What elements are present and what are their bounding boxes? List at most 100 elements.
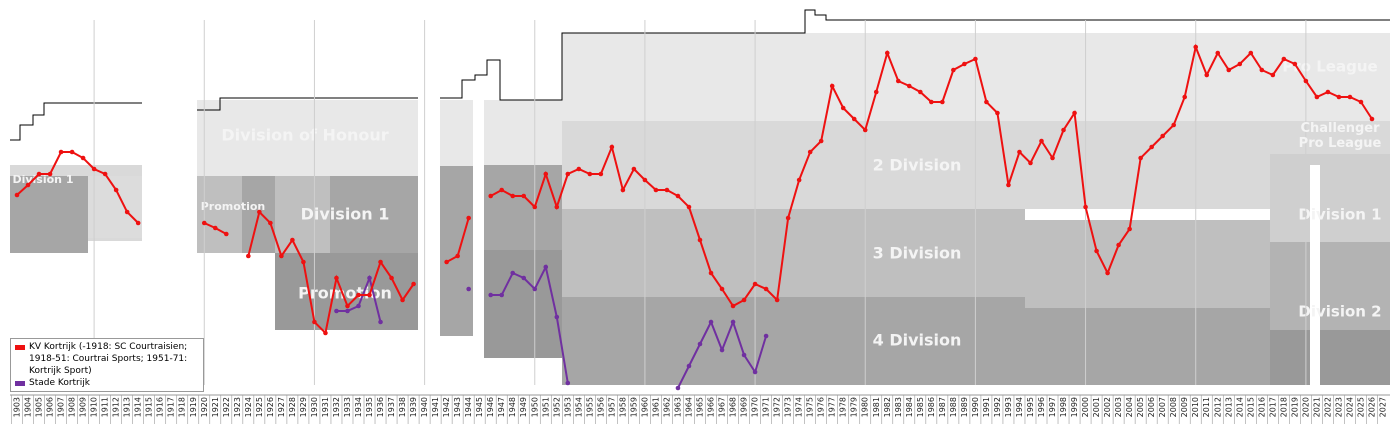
data-point [785,215,791,221]
x-tick-label: 2007 [1158,397,1167,417]
x-tick-label: 2018 [1279,397,1288,417]
division-label: Division 1 [1298,206,1381,224]
data-point [444,259,449,265]
data-point [367,275,372,281]
x-tick-label: 1910 [90,397,99,417]
data-point [697,341,703,347]
x-tick-label: 1921 [211,397,220,417]
x-tick-label: 2005 [1136,397,1145,417]
data-point [1182,94,1188,100]
data-point [642,177,648,183]
data-point [675,385,681,391]
data-point [334,308,339,314]
x-tick-label: 1925 [255,397,264,417]
x-tick-label: 1975 [806,397,815,417]
x-tick-label: 1964 [684,397,693,417]
data-point [521,193,527,199]
series-line [247,210,415,336]
x-tick-label: 2019 [1290,397,1299,417]
data-point [631,166,637,172]
data-point [796,177,802,183]
data-point [356,292,361,298]
data-point [1204,72,1210,78]
x-tick-label: 1924 [244,397,253,417]
x-tick-label: 2020 [1301,397,1310,417]
x-tick-label: 1994 [1015,397,1024,417]
x-tick-label: 2008 [1169,397,1178,417]
data-point [345,308,350,314]
data-point [565,380,571,386]
data-point [543,171,549,177]
data-point [862,127,868,133]
x-tick-label: 1991 [982,397,991,417]
data-point [378,319,383,325]
data-point [1028,160,1033,166]
x-tick-label: 1940 [420,397,429,417]
data-point [719,286,725,292]
x-tick-label: 2023 [1334,397,1343,417]
data-point [763,286,769,292]
data-point [312,319,317,325]
data-point [1259,67,1265,73]
data-point [763,333,769,339]
x-tick-label: 1989 [960,397,969,417]
x-tick-label: 1993 [1004,397,1013,417]
x-tick-label: 1954 [574,397,583,417]
data-point [1358,99,1364,105]
data-point [1347,94,1353,100]
x-tick-label: 1911 [101,397,110,417]
data-point [653,187,659,193]
data-point [124,209,130,215]
x-tick-label: 1929 [299,397,308,417]
x-tick-label: 1980 [861,397,870,417]
division-label: Promotion [201,200,265,213]
x-tick-label: 1953 [563,397,572,417]
data-point [1017,149,1022,155]
data-point [697,237,703,243]
x-tick-label: 1920 [200,397,209,417]
x-tick-label: 1904 [24,397,33,417]
x-tick-label: 1959 [629,397,638,417]
x-tick-label: 1936 [376,397,385,417]
data-point [499,187,505,193]
data-point [708,319,714,325]
x-tick-label: 1935 [365,397,374,417]
x-tick-label: 1946 [486,397,495,417]
x-tick-label: 1944 [464,397,473,417]
x-tick-label: 1932 [332,397,341,417]
data-point [47,171,53,177]
data-point [1149,144,1154,150]
data-point [884,50,890,56]
x-tick-label: 1974 [795,397,804,417]
data-point [1072,110,1077,116]
data-point [510,193,516,199]
data-point [774,297,780,303]
x-tick-label: 1908 [68,397,77,417]
data-point [1215,50,1221,56]
data-point [1336,94,1342,100]
x-tick-label: 1983 [894,397,903,417]
data-point [466,286,471,292]
data-point [918,89,923,95]
x-tick-label: 2009 [1180,397,1189,417]
data-point [389,275,394,281]
data-point [521,275,527,281]
x-tick-label: 1996 [1037,397,1046,417]
x-tick-label: 1962 [662,397,671,417]
x-tick-label: 1928 [288,397,297,417]
data-point [1061,127,1066,133]
x-tick-label: 1926 [266,397,275,417]
x-tick-label: 1973 [784,397,793,417]
data-point [675,193,681,199]
x-tick-label: 1903 [13,397,22,417]
x-tick-label: 1930 [310,397,319,417]
data-point [951,67,956,73]
x-tick-label: 1949 [519,397,528,417]
x-tick-label: 1923 [233,397,242,417]
data-point [58,149,64,155]
data-point [565,171,571,177]
x-tick-label: 2012 [1213,397,1222,417]
x-tick-label: 1969 [740,397,749,417]
data-point [25,182,31,188]
x-tick-label: 1977 [828,397,837,417]
